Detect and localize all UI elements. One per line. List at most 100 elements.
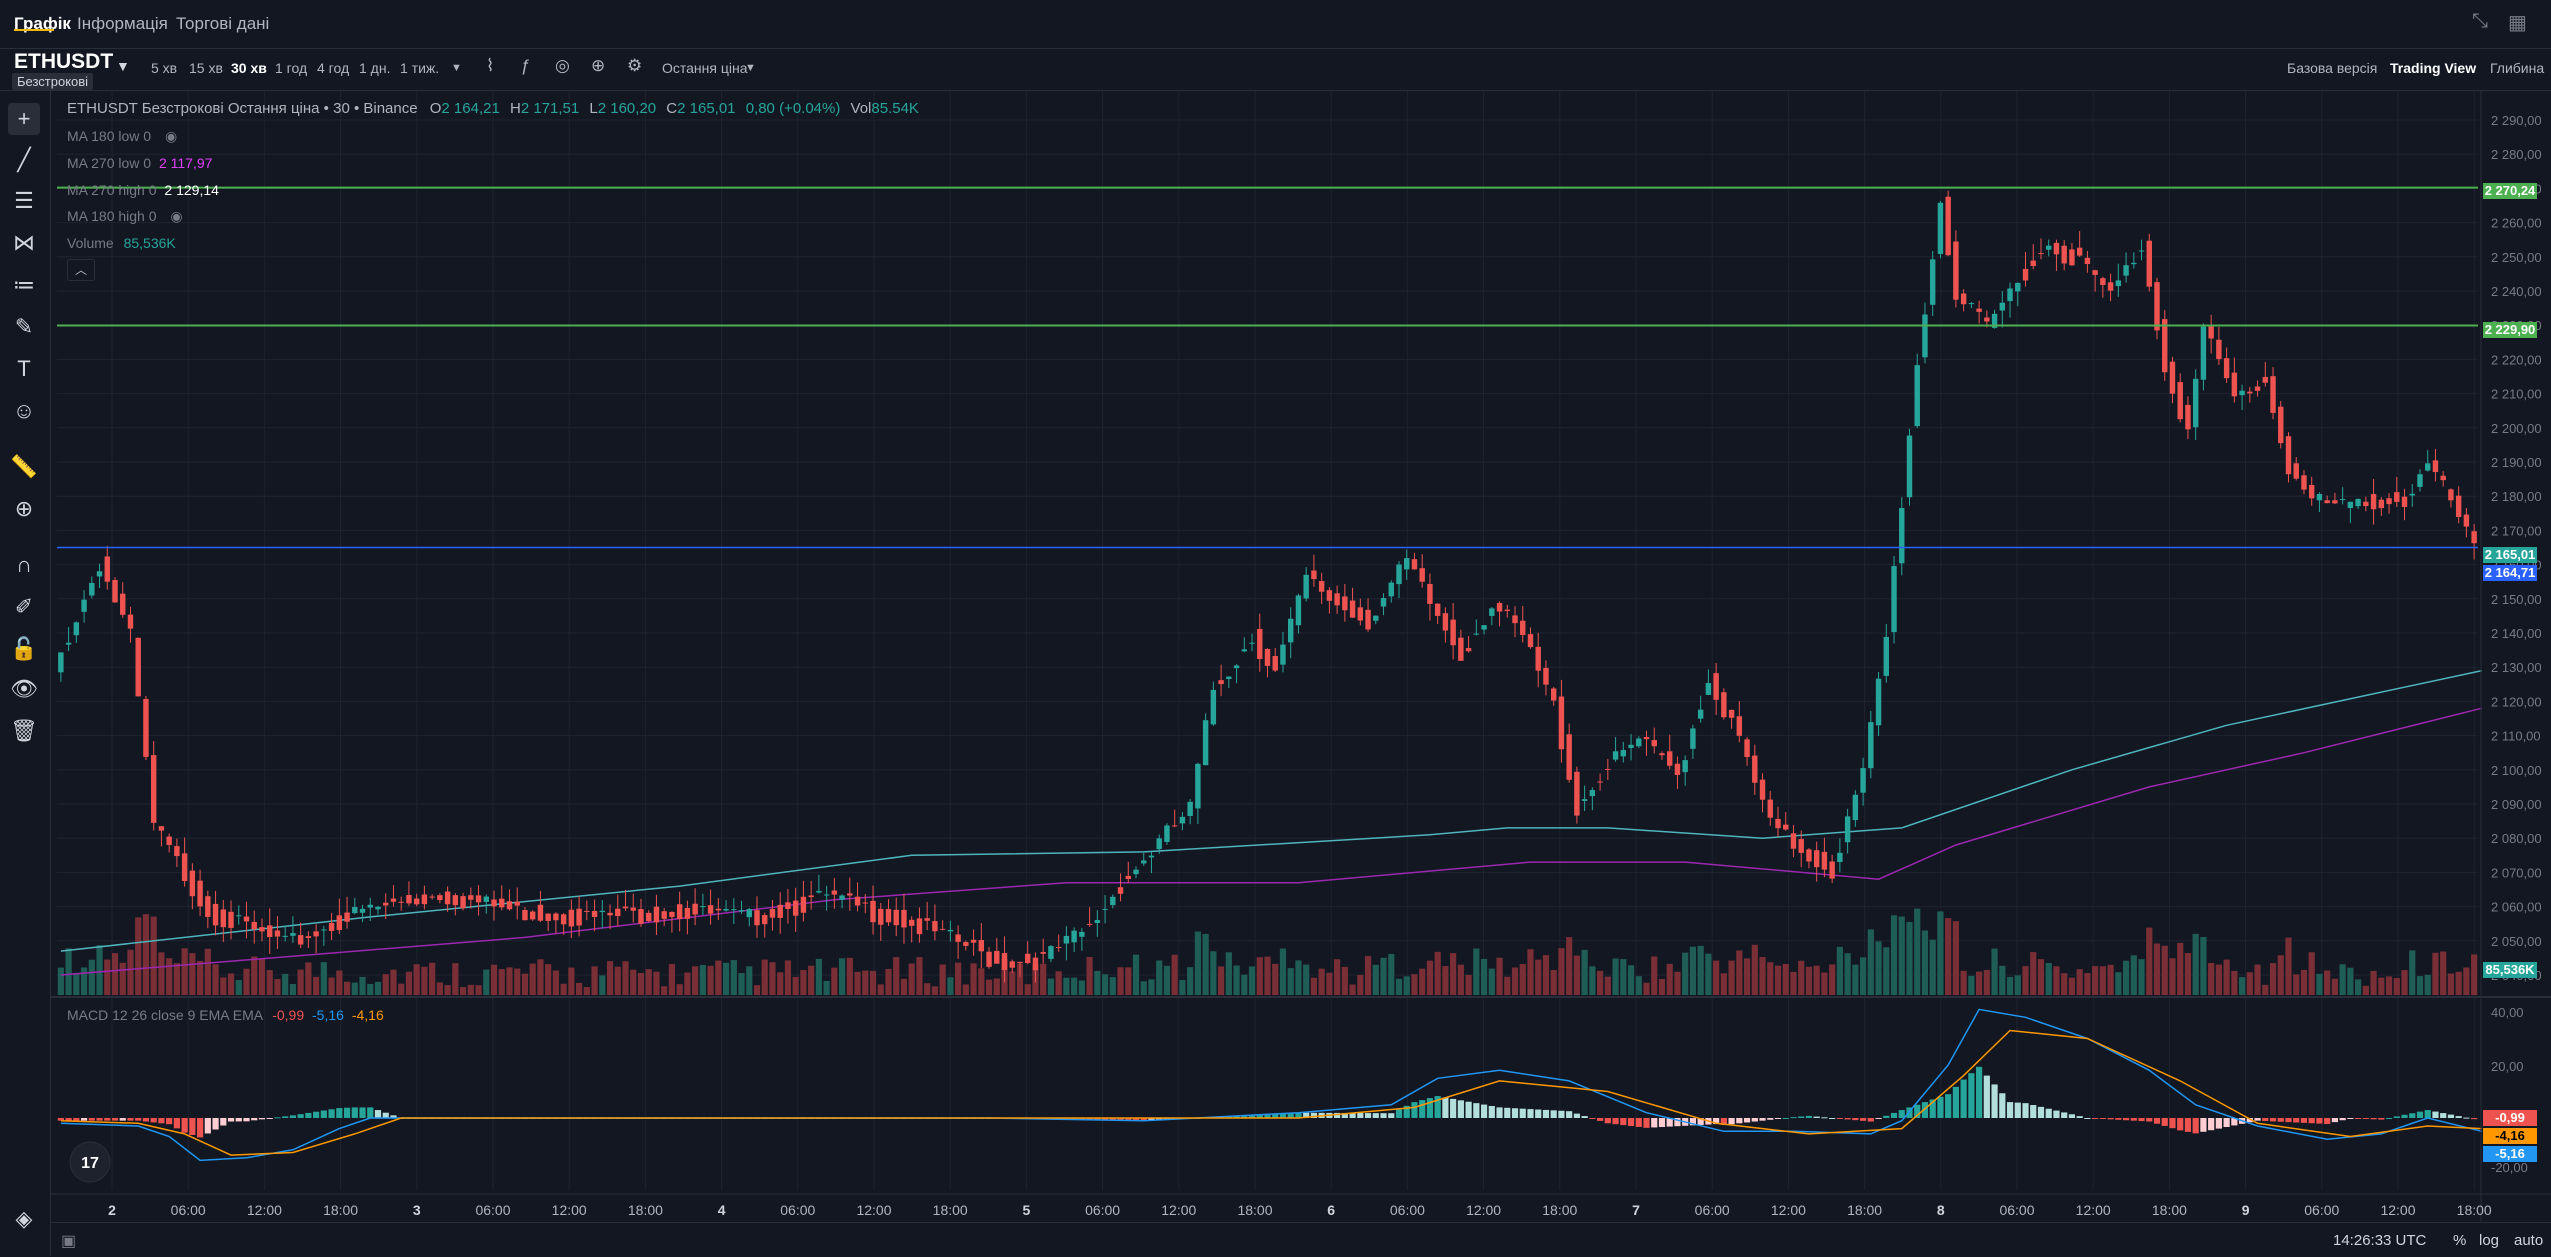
macd-hist-bar bbox=[135, 1118, 142, 1121]
candle-body bbox=[1574, 771, 1580, 816]
trash-icon[interactable]: 🗑 bbox=[10, 718, 38, 743]
volume-bar bbox=[1318, 968, 1325, 995]
volume-bar bbox=[212, 964, 219, 995]
candle-body bbox=[2455, 495, 2462, 518]
chevron-down-icon[interactable]: ▼ bbox=[116, 58, 130, 74]
indicator-ma270-high[interactable]: MA 270 high 0 2 129,14 bbox=[67, 182, 219, 198]
volume-bar bbox=[2331, 978, 2338, 995]
layers-icon[interactable]: ◈ bbox=[15, 1206, 33, 1231]
indicators-icon[interactable]: ƒ bbox=[521, 56, 531, 75]
candle-body bbox=[1388, 582, 1394, 597]
candle-body bbox=[777, 904, 783, 918]
view-basic[interactable]: Базова версія bbox=[2287, 60, 2378, 76]
macd-hist-bar bbox=[1395, 1109, 1403, 1118]
indicator-ma180-low[interactable]: MA 180 low 0 ◉ bbox=[67, 128, 177, 145]
indicator-volume[interactable]: Volume 85,536K bbox=[67, 235, 176, 251]
indicator-macd[interactable]: MACD 12 26 close 9 EMA EMA -0,99 -5,16 -… bbox=[67, 1007, 384, 1023]
candle-body bbox=[1628, 744, 1634, 748]
tf-4h[interactable]: 4 год bbox=[317, 60, 350, 76]
volume-bar bbox=[1403, 976, 1410, 995]
trend-line-icon[interactable]: ╱ bbox=[17, 147, 31, 172]
magnet-icon[interactable]: ∩ bbox=[16, 552, 32, 577]
grid-icon[interactable]: ▦ bbox=[2508, 12, 2527, 34]
candle-body bbox=[2146, 240, 2152, 287]
macd-hist-bar bbox=[2061, 1112, 2068, 1118]
candle-body bbox=[367, 904, 373, 908]
edit-lock-icon[interactable]: ✐ bbox=[14, 594, 34, 619]
indicator-ma270-low[interactable]: MA 270 low 0 2 117,97 bbox=[67, 155, 212, 171]
tab-chart[interactable]: Графік bbox=[14, 14, 71, 33]
volume-bar bbox=[962, 984, 969, 995]
tf-30m[interactable]: 30 хв bbox=[231, 60, 267, 76]
view-tradingview[interactable]: Trading View bbox=[2390, 60, 2477, 76]
candle-body bbox=[2254, 386, 2261, 391]
volume-bar bbox=[862, 970, 869, 995]
timeframe-dropdown-icon[interactable]: ▼ bbox=[451, 62, 462, 74]
macd-hist-bar bbox=[1364, 1113, 1372, 1118]
tf-1w[interactable]: 1 тиж. bbox=[400, 60, 440, 76]
time-tick-label: 12:00 bbox=[1161, 1202, 1196, 1218]
emoji-icon[interactable]: ☺ bbox=[12, 398, 36, 423]
macd-hist-bar bbox=[1496, 1107, 1503, 1118]
price-type-select[interactable]: Остання ціна bbox=[662, 60, 748, 76]
price-type-chevron-icon[interactable]: ▼ bbox=[745, 62, 756, 74]
text-icon[interactable]: T bbox=[17, 356, 31, 381]
candle-body bbox=[267, 925, 273, 938]
open-value: 2 164,21 bbox=[441, 100, 500, 117]
price-tick-label: 2 170,00 bbox=[2491, 523, 2542, 538]
tf-15m[interactable]: 15 хв bbox=[189, 60, 223, 76]
ruler-icon[interactable]: 📏 bbox=[10, 454, 38, 479]
candle-body bbox=[143, 698, 149, 757]
auto-toggle[interactable]: auto bbox=[2514, 1232, 2544, 1249]
volume-bar bbox=[111, 953, 119, 995]
volume-bar bbox=[1047, 978, 1055, 995]
candle-body bbox=[1009, 961, 1015, 968]
candle-body bbox=[831, 890, 838, 895]
volume-bar bbox=[576, 982, 583, 995]
tf-1h[interactable]: 1 год bbox=[275, 60, 308, 76]
volume-bar bbox=[1705, 953, 1712, 995]
volume-bar bbox=[374, 981, 382, 995]
candle-body bbox=[800, 896, 807, 913]
eye-off-icon[interactable]: ◉ bbox=[170, 208, 183, 224]
calendar-icon[interactable]: ▣ bbox=[61, 1233, 77, 1250]
volume-bar bbox=[1241, 974, 1248, 995]
chart-type-icon[interactable]: ⌇ bbox=[486, 56, 495, 75]
log-toggle[interactable]: log bbox=[2479, 1232, 2500, 1249]
tf-1d[interactable]: 1 дн. bbox=[359, 60, 391, 76]
collapse-legend-button[interactable]: ︿ bbox=[67, 259, 95, 281]
eye-off-icon[interactable]: ◉ bbox=[164, 128, 178, 144]
fib-icon[interactable]: ≔ bbox=[13, 272, 35, 297]
percent-toggle[interactable]: % bbox=[2453, 1232, 2467, 1249]
candle-body bbox=[1334, 593, 1340, 606]
horizontal-lines-icon[interactable]: ☰ bbox=[14, 188, 34, 213]
indicator-ma180-high[interactable]: MA 180 high 0 ◉ bbox=[67, 208, 183, 225]
settings-icon[interactable]: ⚙ bbox=[627, 56, 643, 75]
collapse-icon[interactable]: ⤡ bbox=[2472, 10, 2488, 32]
pattern-icon[interactable]: ⋈ bbox=[13, 230, 35, 255]
price-chart[interactable]: 2 290,002 280,002 270,002 260,002 250,00… bbox=[0, 0, 2551, 1222]
add-icon[interactable]: ⊕ bbox=[591, 56, 606, 75]
volume-bar bbox=[1480, 958, 1488, 995]
price-tick-label: 2 100,00 bbox=[2491, 763, 2542, 778]
symbol-name[interactable]: ETHUSDT bbox=[14, 50, 114, 73]
tab-trading-data[interactable]: Торгові дані bbox=[176, 14, 270, 33]
tf-5m[interactable]: 5 хв bbox=[151, 60, 178, 76]
brush-icon[interactable]: ✎ bbox=[14, 314, 34, 339]
zoom-icon[interactable]: ⊕ bbox=[14, 496, 34, 521]
candle-body bbox=[274, 930, 281, 937]
lock-icon[interactable]: 🔓 bbox=[10, 636, 38, 661]
level-badge-1: 2 270,24 bbox=[2483, 183, 2537, 199]
macd-hist-bar bbox=[1960, 1079, 1967, 1118]
tab-info[interactable]: Інформація bbox=[77, 14, 168, 33]
macd-hist-bar bbox=[1852, 1118, 1859, 1121]
crosshair-icon[interactable]: + bbox=[8, 103, 40, 135]
volume-bar bbox=[1782, 964, 1789, 995]
candle-body bbox=[1798, 839, 1804, 853]
view-depth[interactable]: Глибина bbox=[2490, 60, 2545, 76]
volume-bar bbox=[1419, 968, 1426, 995]
eye-icon[interactable]: 👁 bbox=[10, 676, 38, 701]
camera-icon[interactable]: ◎ bbox=[555, 56, 570, 75]
volume-bar bbox=[1999, 965, 2006, 995]
candle-body bbox=[205, 896, 211, 917]
